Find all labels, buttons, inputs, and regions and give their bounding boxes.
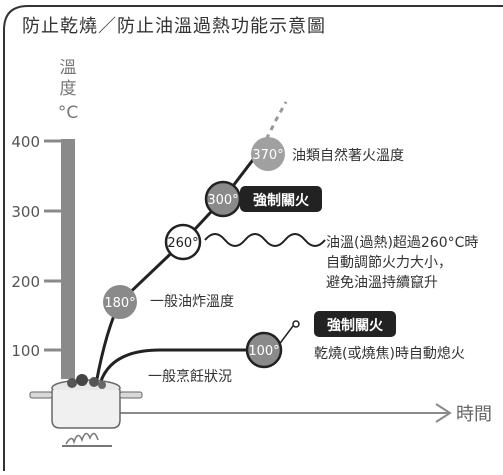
cutoff-high-badge <box>240 186 322 212</box>
y-tick-label-200: 200 <box>11 273 40 291</box>
label-frying: 一般油炸溫度 <box>150 294 234 310</box>
y-axis-unit: °C <box>58 103 78 123</box>
cutoff-pointer-dot <box>292 320 300 328</box>
marker-300: 300° <box>204 180 242 218</box>
label-smoke-point: 油類自然著火溫度 <box>292 147 404 164</box>
svg-text:260°: 260° <box>167 236 198 251</box>
normal-cooking-curve <box>98 348 250 385</box>
y-axis-bar <box>61 139 75 379</box>
label-dry-burn: 乾燒(或燒焦)時自動熄火 <box>314 345 465 362</box>
marker-100: 100° <box>245 331 283 369</box>
svg-text:370°: 370° <box>252 148 283 163</box>
frame-border <box>3 5 503 471</box>
label-regulate-line1: 油溫(過熱)超過260°C時 <box>326 235 478 251</box>
cutoff-low-badge <box>314 311 396 337</box>
svg-text:300°: 300° <box>207 193 238 208</box>
y-tick-label-300: 300 <box>11 203 40 221</box>
cooking-pot-icon <box>29 374 143 429</box>
oil-temperature-curve <box>94 147 264 385</box>
marker-260: 260° <box>164 223 202 261</box>
marker-180: 180° <box>103 285 137 319</box>
cutoff-low-label: 強制關火 <box>327 317 384 334</box>
svg-text:180°: 180° <box>104 296 135 311</box>
label-regulate-line2: 自動調節火力大小， <box>326 254 452 271</box>
gas-flame-icon <box>62 432 112 447</box>
page-title: 防止乾燒／防止油溫過熱功能示意圖 <box>22 16 326 37</box>
x-axis-arrow <box>435 403 452 423</box>
cutoff-high-label: 強制關火 <box>253 192 310 209</box>
label-normal-cooking: 一般烹飪狀況 <box>148 368 232 385</box>
y-tick-label-100: 100 <box>11 342 40 360</box>
y-axis-label-char-2: 度 <box>60 79 77 99</box>
x-axis-label: 時間 <box>456 404 492 425</box>
svg-text:100°: 100° <box>248 344 279 359</box>
label-regulate-line3: 避免油溫持續竄升 <box>326 275 438 291</box>
y-tick-label-400: 400 <box>11 133 40 151</box>
regulation-wave <box>204 233 326 247</box>
y-axis-label-char-1: 溫 <box>60 58 77 78</box>
marker-370: 370° <box>251 137 285 171</box>
